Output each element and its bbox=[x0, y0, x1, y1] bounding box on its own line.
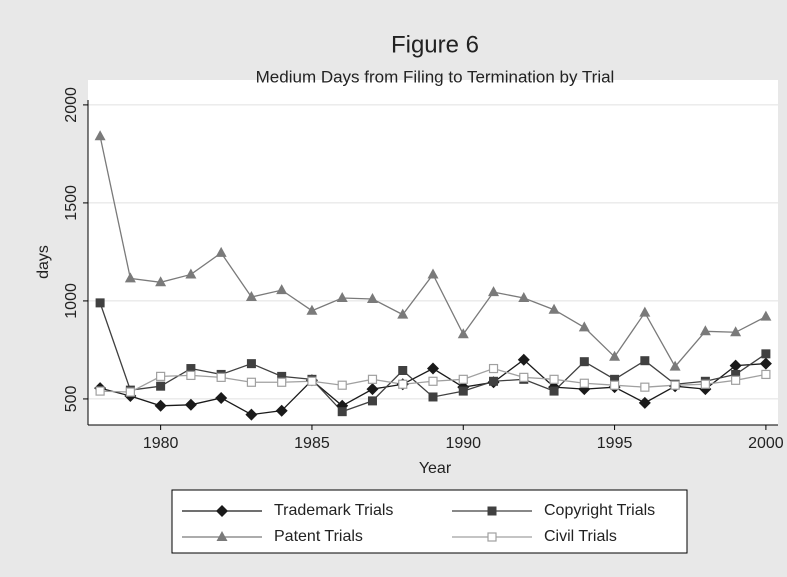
marker bbox=[731, 369, 741, 379]
marker bbox=[519, 372, 529, 382]
marker bbox=[307, 376, 317, 386]
marker bbox=[366, 383, 379, 396]
x-tick-label: 1985 bbox=[294, 435, 330, 452]
marker bbox=[124, 272, 136, 283]
marker bbox=[761, 369, 771, 380]
y-axis-label: days bbox=[35, 245, 52, 279]
marker bbox=[548, 303, 560, 314]
marker bbox=[457, 328, 469, 339]
marker bbox=[640, 382, 650, 392]
marker bbox=[427, 362, 439, 375]
marker bbox=[95, 298, 105, 308]
legend-box bbox=[171, 489, 688, 554]
marker bbox=[609, 380, 620, 390]
marker bbox=[517, 353, 530, 366]
marker bbox=[397, 308, 409, 319]
marker bbox=[761, 349, 771, 359]
legend-label: Trademark Trials bbox=[274, 502, 393, 519]
y-tick-label: 2000 bbox=[63, 87, 80, 123]
y-tick-label: 1500 bbox=[63, 185, 80, 221]
marker bbox=[276, 284, 288, 295]
marker bbox=[186, 370, 196, 381]
marker bbox=[277, 377, 287, 387]
marker bbox=[731, 375, 741, 385]
marker bbox=[246, 359, 256, 369]
marker bbox=[156, 381, 166, 391]
marker bbox=[156, 371, 166, 381]
marker bbox=[275, 404, 288, 417]
marker bbox=[669, 360, 681, 371]
marker bbox=[640, 356, 650, 366]
marker bbox=[245, 408, 258, 421]
marker bbox=[336, 291, 348, 302]
marker bbox=[639, 306, 651, 317]
chart-subtitle: Medium Days from Filing to Termination b… bbox=[256, 67, 615, 86]
marker bbox=[125, 387, 135, 397]
x-axis-label: Year bbox=[419, 460, 452, 477]
marker bbox=[184, 398, 197, 411]
marker bbox=[549, 386, 559, 396]
marker bbox=[428, 392, 438, 402]
marker bbox=[489, 376, 499, 386]
legend-label: Civil Trials bbox=[544, 528, 617, 545]
chart-title: Figure 6 bbox=[391, 31, 479, 58]
marker bbox=[458, 374, 468, 384]
marker bbox=[760, 310, 772, 321]
marker bbox=[155, 276, 167, 287]
marker bbox=[367, 374, 378, 384]
marker bbox=[488, 286, 500, 297]
marker bbox=[366, 292, 378, 303]
marker bbox=[154, 399, 167, 412]
marker bbox=[95, 386, 105, 396]
marker bbox=[215, 391, 228, 404]
marker bbox=[578, 321, 590, 332]
marker bbox=[245, 290, 257, 301]
marker bbox=[730, 326, 742, 337]
marker bbox=[398, 366, 408, 376]
y-tick-label: 1000 bbox=[63, 283, 80, 319]
marker bbox=[759, 357, 772, 370]
marker bbox=[579, 378, 589, 388]
marker bbox=[458, 386, 468, 396]
marker bbox=[428, 376, 438, 386]
marker bbox=[670, 380, 680, 390]
marker bbox=[427, 268, 439, 279]
marker bbox=[186, 364, 196, 374]
x-tick-label: 2000 bbox=[748, 435, 784, 452]
marker bbox=[638, 396, 651, 409]
x-tick-label: 1995 bbox=[597, 435, 633, 452]
marker bbox=[94, 130, 106, 141]
marker bbox=[216, 372, 226, 382]
marker bbox=[579, 357, 589, 367]
marker bbox=[337, 380, 347, 390]
marker bbox=[216, 531, 228, 541]
marker bbox=[246, 377, 257, 387]
marker bbox=[518, 291, 530, 302]
marker bbox=[729, 359, 742, 372]
marker bbox=[700, 379, 710, 389]
marker bbox=[487, 532, 497, 542]
marker bbox=[215, 246, 227, 257]
marker bbox=[609, 350, 621, 361]
marker bbox=[216, 505, 228, 517]
marker bbox=[337, 407, 347, 417]
marker bbox=[549, 374, 559, 384]
marker bbox=[185, 268, 197, 279]
marker bbox=[487, 506, 497, 516]
marker bbox=[610, 374, 620, 384]
marker bbox=[699, 325, 711, 336]
marker bbox=[398, 379, 408, 389]
legend-label: Copyright Trials bbox=[544, 502, 655, 519]
marker bbox=[488, 363, 499, 374]
y-tick-label: 500 bbox=[63, 385, 80, 412]
x-tick-label: 1980 bbox=[143, 435, 179, 452]
x-tick-label: 1990 bbox=[445, 435, 481, 452]
marker bbox=[277, 371, 287, 381]
marker bbox=[306, 304, 318, 315]
legend-label: Patent Trials bbox=[274, 528, 363, 545]
marker bbox=[367, 396, 377, 406]
